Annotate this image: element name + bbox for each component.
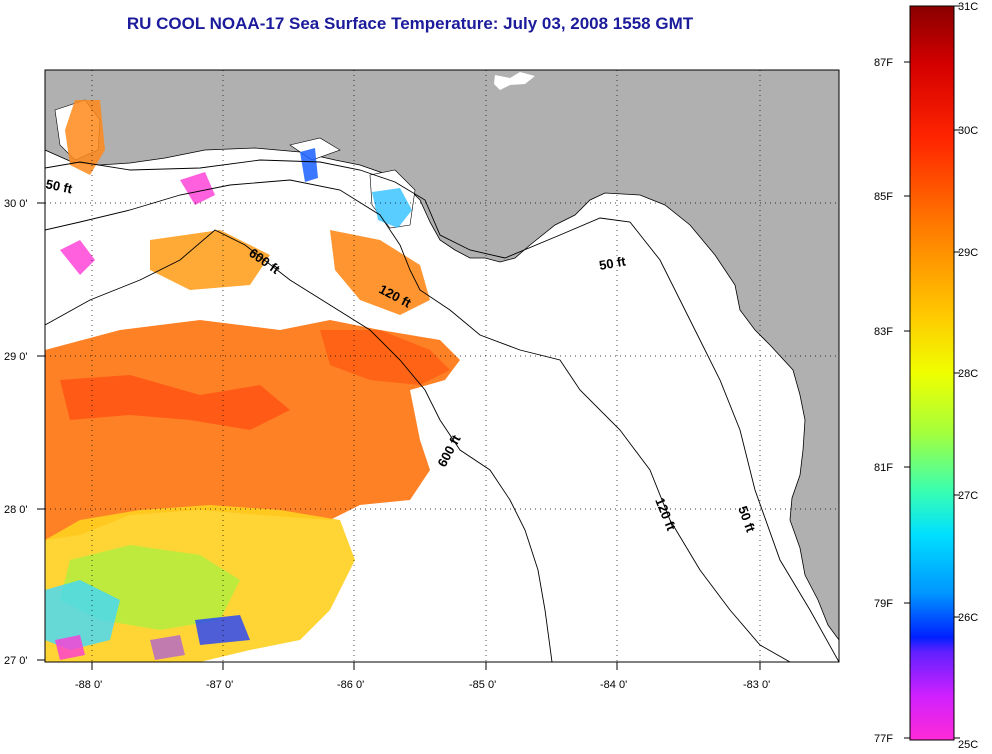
lat-label: 30 0' [4, 198, 28, 210]
lat-label: 27 0' [4, 655, 28, 667]
lat-label: 29 0' [4, 351, 28, 363]
lon-label: -87 0' [206, 679, 233, 691]
contour-label: 50 ft [44, 176, 74, 196]
delta-patch [494, 72, 535, 90]
contour-label: 50 ft [598, 253, 628, 273]
colorbar-ticks [904, 5, 960, 739]
colorbar-celsius-label: 26C [958, 612, 978, 624]
lon-label: -83 0' [743, 679, 770, 691]
bathymetry-contours [45, 159, 839, 662]
map-border [44, 69, 840, 663]
colorbar-fahrenheit-label: 77F [874, 733, 893, 745]
colorbar-fahrenheit-label: 79F [874, 598, 893, 610]
lon-label: -84 0' [600, 679, 627, 691]
colorbar-celsius-label: 25C [958, 739, 978, 751]
colorbar-celsius-label: 31C [958, 1, 978, 13]
colorbar-celsius-label: 27C [958, 490, 978, 502]
colorbar-celsius-label: 30C [958, 125, 978, 137]
map-title: RU COOL NOAA-17 Sea Surface Temperature:… [126, 14, 694, 33]
contour-50ft [45, 159, 839, 662]
tick-marks [37, 202, 761, 670]
contour-600ft [45, 229, 553, 662]
lat-label: 28 0' [4, 504, 28, 516]
lon-label: -85 0' [469, 679, 496, 691]
colorbar-celsius-label: 28C [958, 368, 978, 380]
contour-120ft [45, 179, 791, 662]
colorbar-fahrenheit-label: 85F [874, 191, 893, 203]
colorbar [909, 5, 955, 741]
colorbar-celsius-label: 29C [958, 247, 978, 259]
graticule [45, 70, 839, 662]
lon-label: -86 0' [337, 679, 364, 691]
colorbar-fahrenheit-label: 81F [874, 462, 893, 474]
colorbar-fahrenheit-label: 87F [874, 57, 893, 69]
colorbar-fahrenheit-label: 83F [874, 326, 893, 338]
sst-overlay [45, 100, 460, 662]
lon-label: -88 0' [75, 679, 102, 691]
